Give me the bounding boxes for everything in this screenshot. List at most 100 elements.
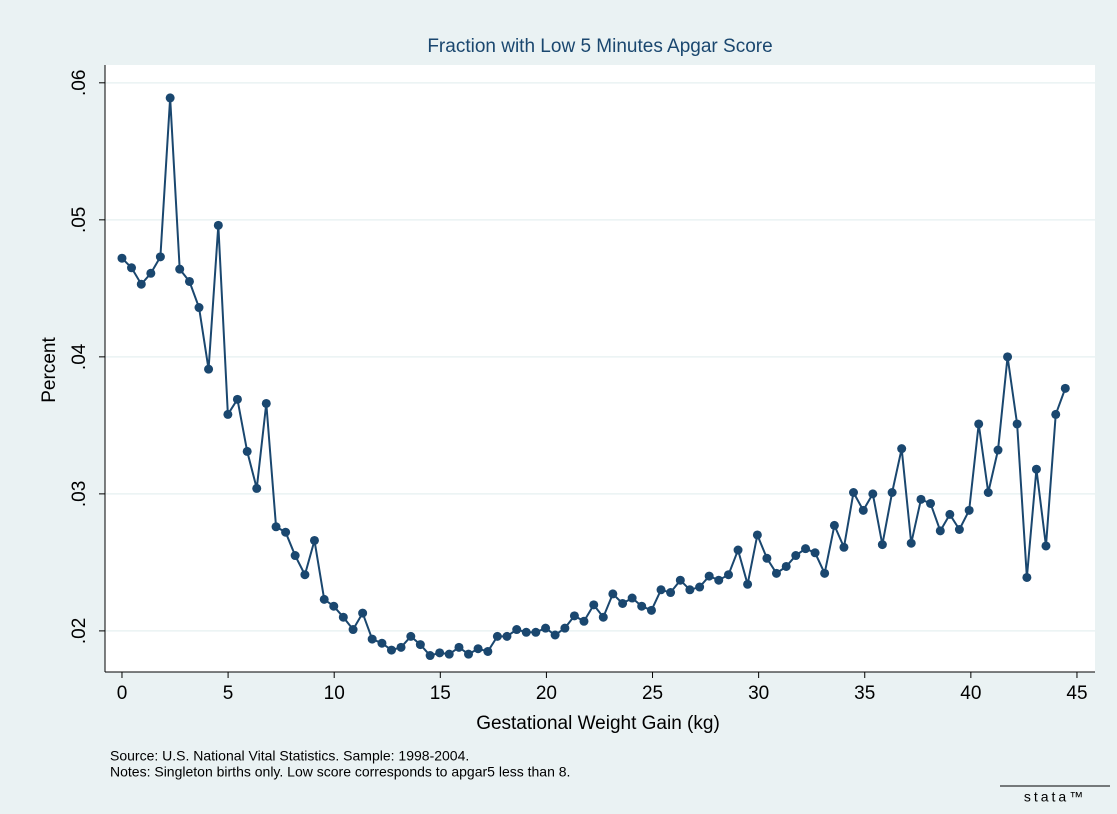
data-point xyxy=(1051,409,1061,419)
data-point xyxy=(848,488,858,498)
data-point xyxy=(579,616,589,626)
data-point xyxy=(983,488,993,498)
data-point xyxy=(762,553,772,563)
data-point xyxy=(175,264,185,274)
x-tick-label: 5 xyxy=(223,683,234,704)
data-point xyxy=(954,524,964,534)
data-point xyxy=(1003,352,1013,362)
data-point xyxy=(367,634,377,644)
x-tick-label: 40 xyxy=(960,683,981,704)
data-point xyxy=(801,544,811,554)
x-tick-label: 15 xyxy=(430,683,451,704)
data-point xyxy=(300,570,310,580)
data-point xyxy=(184,276,194,286)
data-point xyxy=(377,638,387,648)
data-point xyxy=(637,601,647,611)
x-tick-label: 10 xyxy=(324,683,345,704)
data-point xyxy=(656,585,666,595)
data-point xyxy=(897,444,907,454)
data-point xyxy=(155,252,165,262)
y-tick-label: .02 xyxy=(69,618,90,644)
data-point xyxy=(589,600,599,610)
data-point xyxy=(916,494,926,504)
data-point xyxy=(348,625,358,635)
y-axis-label: Percent xyxy=(39,337,60,403)
data-point xyxy=(531,627,541,637)
data-point xyxy=(261,398,271,408)
data-point xyxy=(194,303,204,313)
data-point xyxy=(319,594,329,604)
data-point xyxy=(444,649,454,659)
data-point xyxy=(117,253,127,263)
data-point xyxy=(974,419,984,429)
data-point xyxy=(685,585,695,595)
data-point xyxy=(695,582,705,592)
data-point xyxy=(791,551,801,561)
data-point xyxy=(906,538,916,548)
data-point xyxy=(714,575,724,585)
data-point xyxy=(396,642,406,652)
data-point xyxy=(926,498,936,508)
chart-title: Fraction with Low 5 Minutes Apgar Score xyxy=(427,36,772,57)
data-point xyxy=(492,631,502,641)
data-point xyxy=(146,268,156,278)
x-tick-label: 30 xyxy=(748,683,769,704)
data-point xyxy=(829,520,839,530)
data-point xyxy=(358,608,368,618)
data-point xyxy=(569,611,579,621)
data-point xyxy=(964,505,974,515)
x-tick-label: 20 xyxy=(536,683,557,704)
data-point xyxy=(935,526,945,536)
data-point xyxy=(704,571,714,581)
data-point xyxy=(541,623,551,633)
note: Notes: Singleton births only. Low score … xyxy=(110,764,570,780)
data-point xyxy=(887,488,897,498)
data-point xyxy=(425,651,435,661)
y-tick-label: .05 xyxy=(69,207,90,233)
data-point xyxy=(136,279,146,289)
data-point xyxy=(1022,572,1032,582)
data-point xyxy=(512,625,522,635)
data-point xyxy=(386,645,396,655)
data-point xyxy=(1012,419,1022,429)
data-point xyxy=(338,612,348,622)
y-tick-label: .03 xyxy=(69,481,90,507)
data-point xyxy=(1060,383,1070,393)
data-point xyxy=(464,649,474,659)
data-point xyxy=(723,570,733,580)
data-point xyxy=(281,527,291,537)
data-point xyxy=(521,627,531,637)
data-point xyxy=(858,505,868,515)
x-tick-label: 45 xyxy=(1066,683,1087,704)
data-point xyxy=(435,648,445,658)
data-point xyxy=(329,601,339,611)
data-point xyxy=(627,593,637,603)
data-point xyxy=(415,640,425,650)
data-point xyxy=(204,364,214,374)
x-tick-label: 25 xyxy=(642,683,663,704)
data-point xyxy=(666,588,676,598)
data-point xyxy=(993,445,1003,455)
data-point xyxy=(598,612,608,622)
data-point xyxy=(550,630,560,640)
plot-area xyxy=(105,65,1095,672)
data-point xyxy=(232,394,242,404)
y-tick-label: .06 xyxy=(69,70,90,96)
data-point xyxy=(839,542,849,552)
note: Source: U.S. National Vital Statistics. … xyxy=(110,748,469,764)
data-point xyxy=(877,540,887,550)
data-point xyxy=(771,568,781,578)
data-point xyxy=(454,642,464,652)
data-point xyxy=(483,646,493,656)
data-point xyxy=(271,522,281,532)
data-point xyxy=(406,631,416,641)
data-point xyxy=(290,551,300,561)
data-point xyxy=(868,489,878,499)
x-tick-label: 0 xyxy=(117,683,128,704)
data-point xyxy=(165,93,175,103)
data-point xyxy=(675,575,685,585)
data-point xyxy=(1041,541,1051,551)
data-point xyxy=(560,623,570,633)
data-point xyxy=(127,263,137,273)
